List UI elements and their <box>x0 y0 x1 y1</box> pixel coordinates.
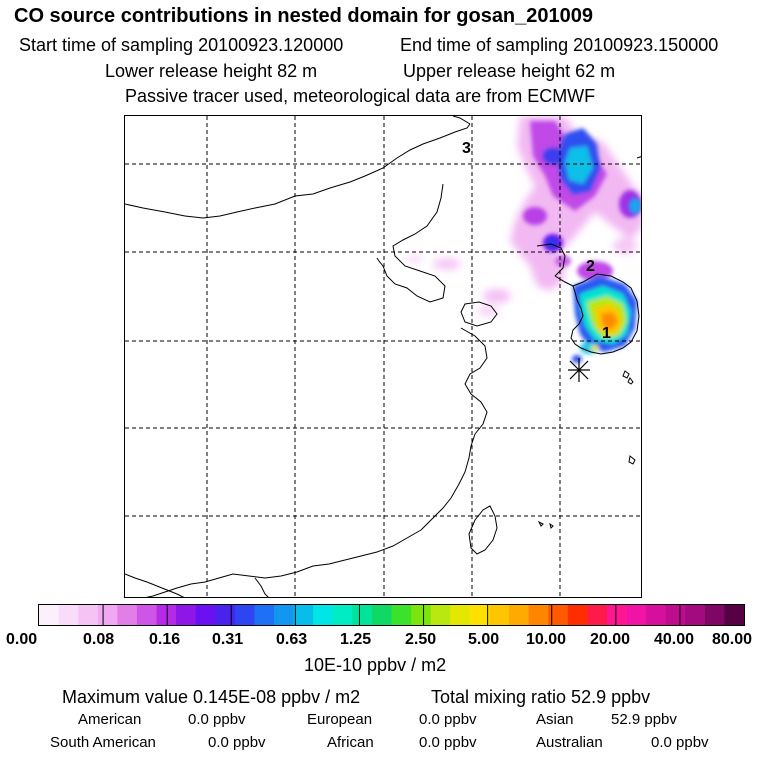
region-value-south-american: 0.0 ppbv <box>208 734 266 751</box>
plume-core-north <box>543 128 641 249</box>
colorbar-swatch <box>58 605 79 625</box>
colorbar-swatch <box>371 605 393 625</box>
region-value-european: 0.0 ppbv <box>419 711 477 728</box>
plot-title: CO source contributions in nested domain… <box>14 5 594 27</box>
colorbar-swatch <box>548 605 569 625</box>
colorbar-tick: 0.31 <box>212 631 244 648</box>
colorbar-swatch <box>665 605 686 625</box>
lower-release-height: Lower release height 82 m <box>105 61 318 81</box>
colorbar-swatch <box>724 605 745 625</box>
colorbar-swatch <box>215 605 236 625</box>
colorbar-swatch <box>411 605 432 625</box>
start-time-label: Start time of sampling 20100923.120000 <box>19 35 344 55</box>
colorbar-swatch <box>274 605 295 625</box>
colorbar-swatch <box>254 605 275 625</box>
colorbar <box>38 604 745 626</box>
region-name-south-american: South American <box>50 734 156 751</box>
colorbar-swatch <box>176 605 197 625</box>
colorbar-swatch <box>704 605 726 625</box>
upper-release-height: Upper release height 62 m <box>403 61 616 81</box>
maximum-value: Maximum value 0.145E-08 ppbv / m2 <box>62 687 361 707</box>
colorbar-swatch <box>606 605 628 625</box>
region-value-australian: 0.0 ppbv <box>651 734 709 751</box>
colorbar-tick: 5.00 <box>468 631 500 648</box>
colorbar-swatch <box>293 605 314 625</box>
colorbar-swatch <box>489 605 510 625</box>
region-value-asian: 52.9 ppbv <box>611 711 677 728</box>
region-name-european: European <box>307 711 373 728</box>
colorbar-swatch <box>234 605 256 625</box>
coastlines <box>125 116 641 597</box>
colorbar-tick: 0.00 <box>6 631 38 648</box>
region-name-australian: Australian <box>536 734 603 751</box>
colorbar-tick: 0.08 <box>83 631 115 648</box>
colorbar-swatches <box>39 605 745 625</box>
colorbar-swatch <box>97 605 118 625</box>
colorbar-swatch <box>391 605 412 625</box>
colorbar-swatch <box>195 605 216 625</box>
region-name-asian: Asian <box>536 711 574 728</box>
colorbar-swatch <box>313 605 334 625</box>
colorbar-swatch <box>332 605 353 625</box>
region-name-african: African <box>327 734 374 751</box>
colorbar-swatch <box>469 605 491 625</box>
map-canvas: 3 2 1 <box>125 116 641 597</box>
colorbar-swatch <box>136 605 158 625</box>
colorbar-swatch <box>587 605 608 625</box>
colorbar-tick: 10.00 <box>526 631 567 648</box>
region-value-african: 0.0 ppbv <box>419 734 477 751</box>
colorbar-swatch <box>528 605 549 625</box>
colorbar-swatch <box>78 605 99 625</box>
colorbar-tick: 1.25 <box>340 631 372 648</box>
colorbar-swatch <box>156 605 177 625</box>
colorbar-tick: 40.00 <box>654 631 695 648</box>
colorbar-swatch <box>509 605 530 625</box>
colorbar-tick: 0.63 <box>276 631 308 648</box>
map-label-1: 1 <box>602 325 611 342</box>
region-name-american: American <box>78 711 142 728</box>
colorbar-tick: 0.16 <box>149 631 181 648</box>
colorbar-swatch <box>685 605 706 625</box>
end-time-label: End time of sampling 20100923.150000 <box>400 35 719 55</box>
colorbar-tick: 20.00 <box>590 631 631 648</box>
total-mixing-ratio: Total mixing ratio 52.9 ppbv <box>431 687 651 707</box>
plume-hotspot <box>572 276 637 363</box>
colorbar-swatch <box>646 605 667 625</box>
colorbar-unit: 10E-10 ppbv / m2 <box>304 655 447 675</box>
colorbar-swatch <box>39 605 60 625</box>
colorbar-swatch <box>450 605 471 625</box>
colorbar-swatch <box>117 605 138 625</box>
region-value-american: 0.0 ppbv <box>188 711 246 728</box>
grid-lines <box>125 116 641 597</box>
map-label-2: 2 <box>586 258 595 275</box>
map-panel: 3 2 1 <box>124 115 642 598</box>
colorbar-tick: 2.50 <box>405 631 437 648</box>
tracer-note: Passive tracer used, meteorological data… <box>125 86 596 106</box>
colorbar-swatch <box>352 605 373 625</box>
colorbar-tick: 80.00 <box>712 631 753 648</box>
colorbar-swatch <box>430 605 451 625</box>
colorbar-swatch <box>567 605 588 625</box>
map-label-3: 3 <box>462 140 471 157</box>
station-star-icon <box>568 358 590 382</box>
colorbar-swatch <box>626 605 647 625</box>
